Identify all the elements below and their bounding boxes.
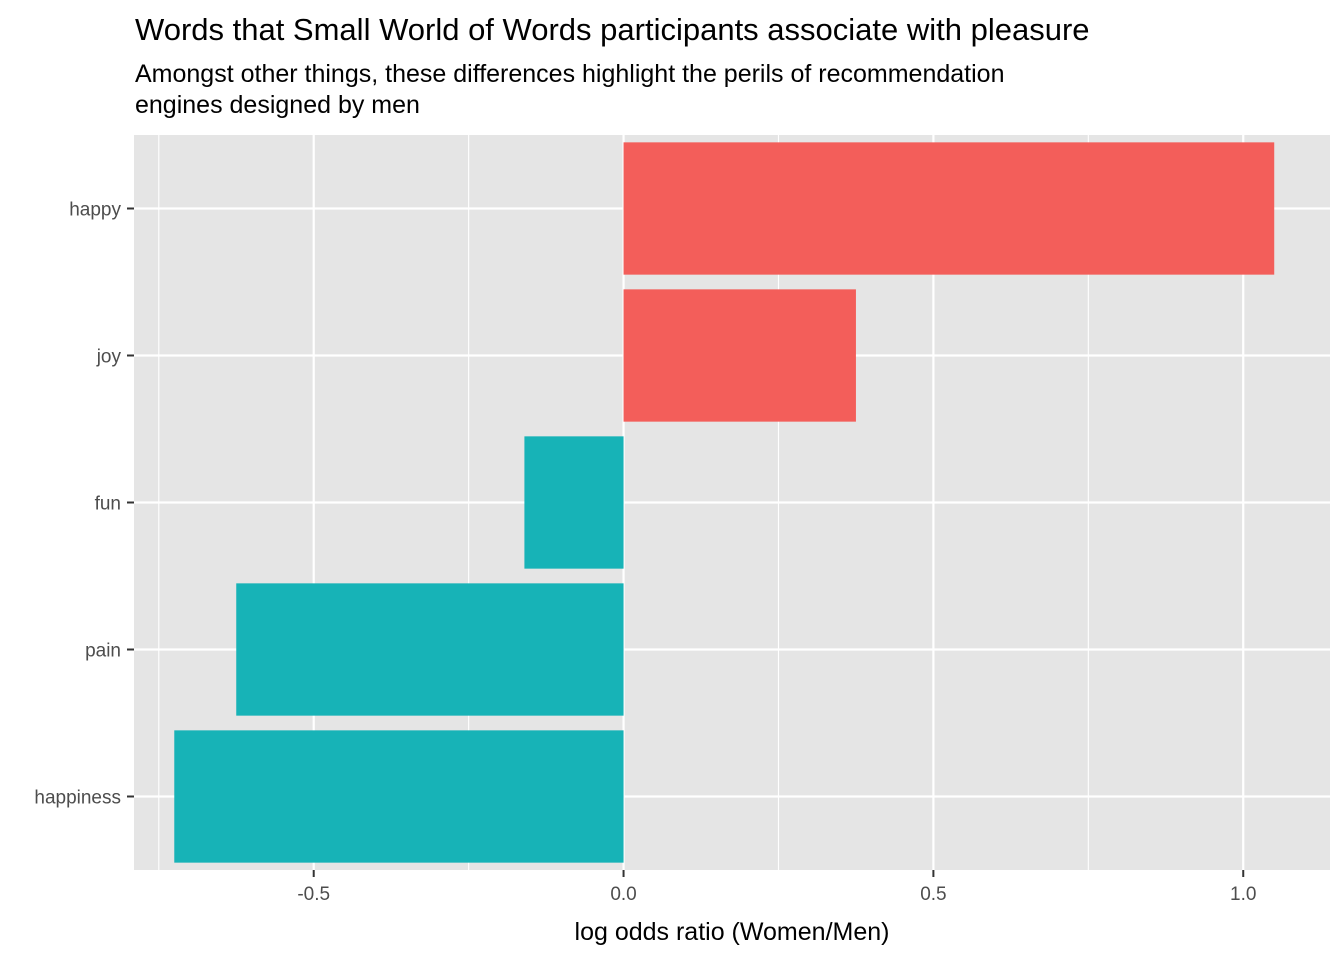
bars: [174, 142, 1275, 863]
y-tick-label: fun: [95, 494, 121, 515]
bar-fun: [524, 436, 624, 569]
y-tick-label: joy: [96, 347, 122, 368]
chart-title: Words that Small World of Words particip…: [135, 12, 1090, 47]
x-tick-label: 0.0: [610, 884, 636, 905]
chart-subtitle-line-2: engines designed by men: [135, 91, 420, 119]
bar-joy: [623, 289, 856, 422]
x-tick-label: 1.0: [1230, 884, 1256, 905]
y-tick-label: pain: [85, 641, 121, 662]
bar-happy: [623, 142, 1275, 275]
x-axis-title: log odds ratio (Women/Men): [575, 918, 890, 946]
y-tick-label: happiness: [34, 788, 121, 809]
chart-subtitle-line-1: Amongst other things, these differences …: [135, 60, 1004, 88]
y-tick-label: happy: [69, 200, 121, 221]
y-axis: happy joy fun pain happiness: [34, 200, 134, 809]
x-tick-label: 0.5: [920, 884, 946, 905]
x-axis: -0.5 0.0 0.5 1.0: [297, 870, 1256, 905]
bar-pain: [236, 583, 624, 716]
x-tick-label: -0.5: [297, 884, 330, 905]
bar-happiness: [174, 730, 624, 863]
